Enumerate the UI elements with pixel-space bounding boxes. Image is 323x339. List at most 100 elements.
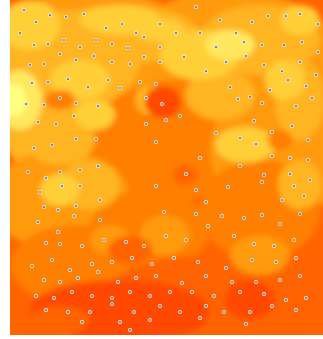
station-dot-icon <box>224 266 228 270</box>
station-dot-icon <box>90 262 94 266</box>
station-dot-icon <box>42 205 46 209</box>
station-dot-icon <box>194 212 198 216</box>
contour-region <box>280 5 320 35</box>
station-dot-icon <box>222 310 226 314</box>
station-dot-icon <box>274 260 278 264</box>
station-dot-icon <box>58 96 62 100</box>
station-dot-icon <box>44 308 48 312</box>
station-dot-icon <box>220 214 224 218</box>
station-dot-icon <box>260 43 264 47</box>
station-dot-icon <box>288 156 292 160</box>
station-dot-icon <box>142 55 146 59</box>
station-dot-icon <box>270 304 274 308</box>
station-dot-icon <box>244 54 248 58</box>
station-dot-icon <box>298 12 302 16</box>
station-dot-icon <box>78 184 82 188</box>
station-dot-icon <box>270 130 274 134</box>
contour-region <box>185 70 255 120</box>
station-dot-icon <box>252 242 256 246</box>
station-dot-icon <box>58 242 62 246</box>
station-dot-icon <box>144 96 148 100</box>
contour-region <box>205 30 255 60</box>
station-markers <box>18 5 320 332</box>
station-dot-icon <box>64 15 68 19</box>
station-dot-icon <box>42 62 46 66</box>
station-dot-icon <box>48 13 52 17</box>
station-dot-icon <box>194 188 198 192</box>
station-dot-icon <box>266 14 270 18</box>
station-dot-icon <box>30 264 34 268</box>
station-dot-icon <box>238 164 242 168</box>
station-dot-icon <box>66 310 70 314</box>
station-dot-icon <box>310 96 314 100</box>
contour-region <box>135 304 205 335</box>
station-dot-icon <box>128 328 132 332</box>
station-dot-icon <box>142 35 146 39</box>
station-dot-icon <box>294 256 298 260</box>
station-dot-icon <box>286 78 290 82</box>
station-dot-icon <box>26 170 30 174</box>
station-dot-icon <box>272 244 276 248</box>
contour-region <box>10 84 26 116</box>
station-dot-icon <box>218 18 222 22</box>
station-dot-icon <box>116 280 120 284</box>
station-dot-icon <box>88 310 92 314</box>
station-dot-icon <box>34 294 38 298</box>
station-dot-icon <box>110 296 114 300</box>
station-dot-icon <box>270 154 274 158</box>
station-dot-icon <box>128 62 132 66</box>
station-dot-icon <box>74 137 78 141</box>
station-dot-icon <box>226 185 230 189</box>
station-dot-icon <box>104 26 108 30</box>
contour-region <box>268 130 292 150</box>
station-dot-icon <box>236 97 240 101</box>
station-dot-icon <box>194 5 198 9</box>
station-dot-icon <box>74 58 78 62</box>
station-dot-icon <box>96 104 100 108</box>
station-dot-icon <box>42 103 46 107</box>
station-dot-icon <box>196 260 200 264</box>
station-dot-icon <box>198 31 202 35</box>
station-dot-icon <box>298 60 302 64</box>
station-dot-icon <box>262 292 266 296</box>
station-dot-icon <box>178 310 182 314</box>
station-dot-icon <box>58 280 62 284</box>
station-dot-icon <box>54 122 58 126</box>
station-dot-icon <box>282 43 286 47</box>
station-dot-icon <box>102 238 106 242</box>
station-dot-icon <box>74 101 78 105</box>
station-dot-icon <box>76 276 80 280</box>
station-dot-icon <box>248 310 252 314</box>
station-dot-icon <box>204 304 208 308</box>
station-dot-icon <box>110 260 114 264</box>
station-dot-icon <box>298 212 302 216</box>
station-dot-icon <box>212 294 216 298</box>
station-dot-icon <box>30 81 34 85</box>
station-dot-icon <box>204 69 208 73</box>
station-dot-icon <box>98 198 102 202</box>
station-dot-icon <box>278 278 282 282</box>
station-dot-icon <box>130 256 134 260</box>
station-dot-icon <box>118 320 122 324</box>
station-dot-icon <box>56 208 60 212</box>
station-dot-icon <box>154 274 158 278</box>
station-dot-icon <box>158 22 162 26</box>
station-dot-icon <box>300 40 304 44</box>
station-dot-icon <box>168 290 172 294</box>
station-dot-icon <box>138 80 142 84</box>
station-dot-icon <box>46 42 50 46</box>
station-dot-icon <box>142 244 146 248</box>
station-dot-icon <box>182 55 186 59</box>
station-dot-icon <box>118 86 122 90</box>
station-dot-icon <box>60 184 64 188</box>
station-dot-icon <box>278 222 282 226</box>
station-dot-icon <box>158 45 162 49</box>
station-dot-icon <box>50 143 54 147</box>
station-dot-icon <box>232 234 236 238</box>
station-dot-icon <box>262 63 266 67</box>
station-dot-icon <box>134 31 138 35</box>
station-dot-icon <box>184 172 188 176</box>
station-dot-icon <box>154 140 158 144</box>
